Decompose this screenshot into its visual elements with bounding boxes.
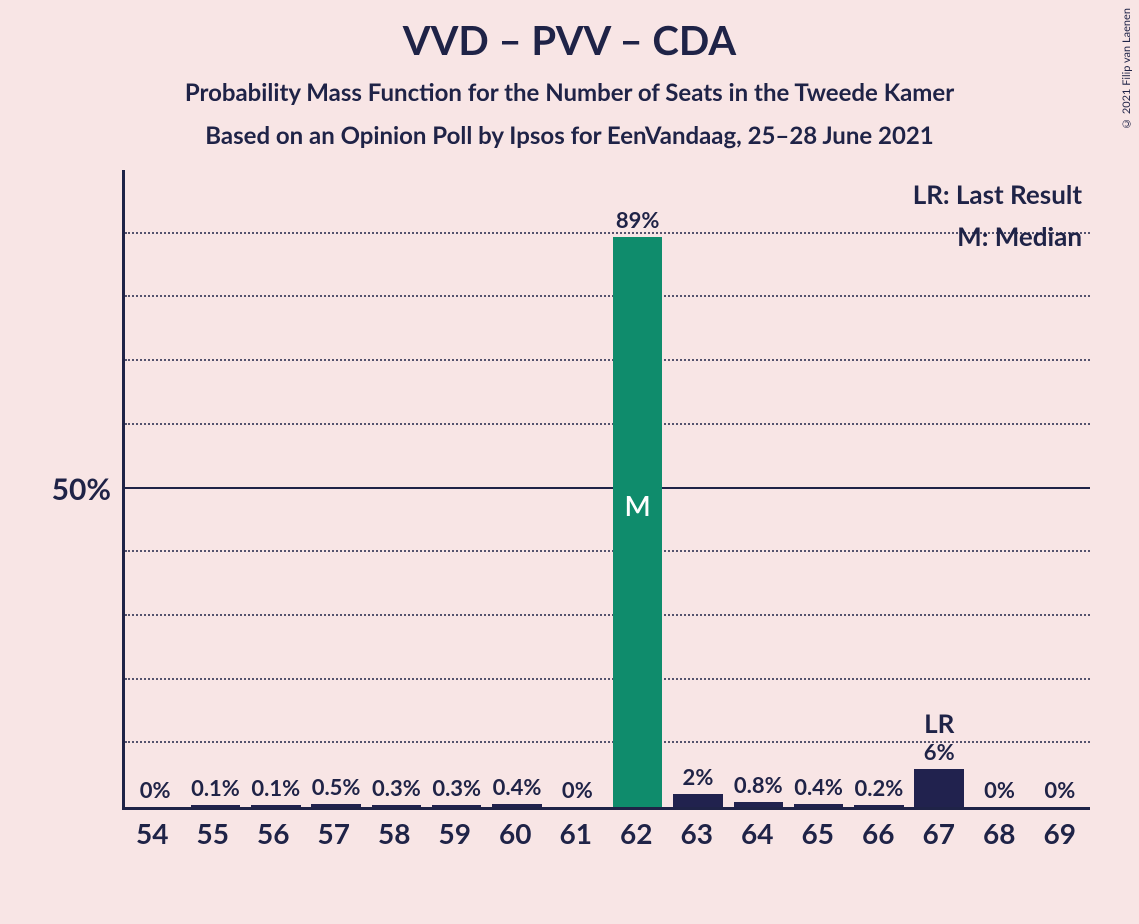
x-tick: 63 xyxy=(667,810,728,850)
bar-slot: 0.4% xyxy=(788,170,848,807)
bar-value-label: 0.2% xyxy=(855,774,904,805)
bar: 2% xyxy=(673,794,722,807)
bar-value-label: 89% xyxy=(616,206,660,237)
x-tick: 61 xyxy=(546,810,607,850)
x-tick: 66 xyxy=(848,810,909,850)
x-tick: 55 xyxy=(183,810,244,850)
bar: 0.8% xyxy=(734,802,783,807)
bar-slot: 0% xyxy=(1030,170,1090,807)
bar: 89%M xyxy=(613,237,662,807)
bar-slot: 0.4% xyxy=(487,170,547,807)
bar-value-label: 0.1% xyxy=(191,774,240,805)
bar-slot: 0% xyxy=(125,170,185,807)
bar-slot: 0% xyxy=(547,170,607,807)
bar-slot: 0.2% xyxy=(849,170,909,807)
copyright: © 2021 Filip van Laenen xyxy=(1120,8,1133,130)
bar-value-label: 0.3% xyxy=(432,774,481,805)
x-tick: 67 xyxy=(909,810,970,850)
x-tick: 69 xyxy=(1030,810,1091,850)
chart-subtitle-1: Probability Mass Function for the Number… xyxy=(0,78,1139,107)
bar-value-label: 0% xyxy=(1044,776,1075,807)
bar-value-label: 0% xyxy=(562,776,593,807)
bar-value-label: 2% xyxy=(683,763,714,794)
bar-value-label: 0% xyxy=(984,776,1015,807)
bar: 0.5% xyxy=(311,804,360,807)
chart-title: VVD – PVV – CDA xyxy=(0,16,1139,64)
y-axis-label-50: 50% xyxy=(52,471,125,507)
bar: 0.3% xyxy=(432,805,481,807)
bar: 6%LR xyxy=(914,769,963,807)
bar-slot: 0.3% xyxy=(366,170,426,807)
bar: 0.4% xyxy=(492,804,541,807)
bar: 0.4% xyxy=(794,804,843,807)
x-tick: 58 xyxy=(364,810,425,850)
bar: 0.3% xyxy=(372,805,421,807)
bar-slot: 0.1% xyxy=(185,170,245,807)
bar-value-label: 0.5% xyxy=(312,773,361,804)
bars-container: 0%0.1%0.1%0.5%0.3%0.3%0.4%0%89%M2%0.8%0.… xyxy=(125,170,1090,807)
x-tick: 59 xyxy=(425,810,486,850)
bar-value-label: 0.8% xyxy=(734,771,783,802)
bar-value-label: 0.3% xyxy=(372,774,421,805)
bar-slot: 89% M xyxy=(608,170,668,807)
x-tick: 62 xyxy=(606,810,667,850)
chart: LR: Last Result M: Median 50% 0%0.1%0.1%… xyxy=(100,170,1100,850)
bar-slot: 0.5% xyxy=(306,170,366,807)
bar-slot: 0.3% xyxy=(427,170,487,807)
bar-value-label: 0.1% xyxy=(251,774,300,805)
x-tick: 65 xyxy=(788,810,849,850)
bar: 0.2% xyxy=(854,805,903,807)
bar: 0.1% xyxy=(251,805,300,807)
bar-slot: 0% xyxy=(969,170,1029,807)
x-tick: 68 xyxy=(969,810,1030,850)
x-tick: 57 xyxy=(304,810,365,850)
x-axis: 54555657585960616263646566676869 xyxy=(122,810,1090,850)
bar-value-label: 0% xyxy=(140,776,171,807)
x-tick: 64 xyxy=(727,810,788,850)
x-tick: 56 xyxy=(243,810,304,850)
median-marker: M xyxy=(625,488,651,522)
x-tick: 54 xyxy=(122,810,183,850)
x-tick: 60 xyxy=(485,810,546,850)
chart-subtitle-2: Based on an Opinion Poll by Ipsos for Ee… xyxy=(0,121,1139,150)
bar-slot: 0.8% xyxy=(728,170,788,807)
bar-slot: 6%LR xyxy=(909,170,969,807)
lr-marker: LR xyxy=(924,707,954,769)
plot-area: 50% 0%0.1%0.1%0.5%0.3%0.3%0.4%0%89%M2%0.… xyxy=(122,170,1090,810)
bar-slot: 0.1% xyxy=(246,170,306,807)
bar: 0.1% xyxy=(191,805,240,807)
bar-value-label: 0.4% xyxy=(794,773,843,804)
bar-slot: 2% xyxy=(668,170,728,807)
bar-value-label: 0.4% xyxy=(493,773,542,804)
